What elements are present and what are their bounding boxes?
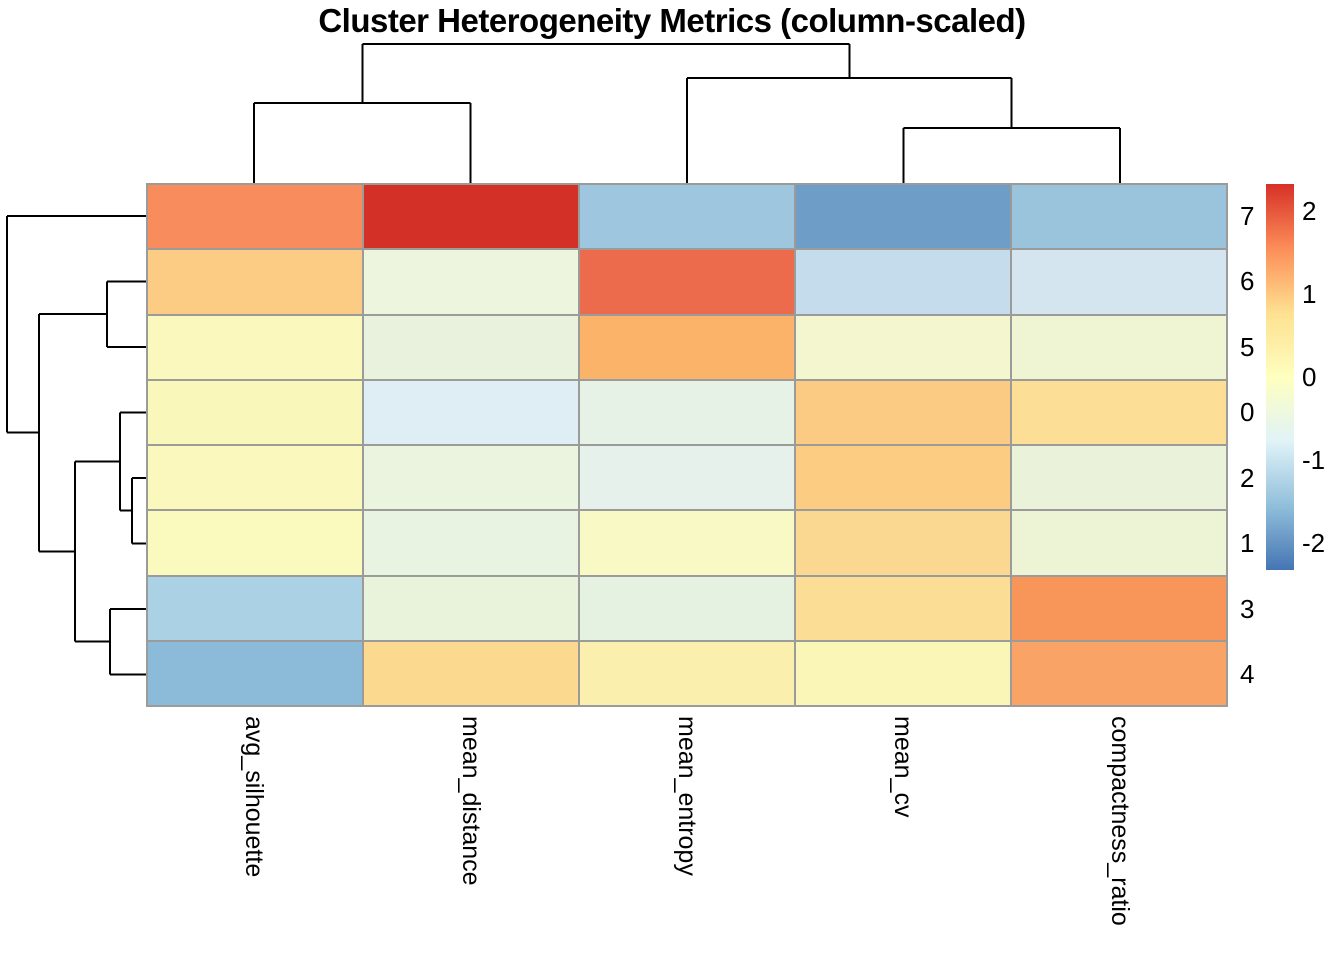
heatmap-cell <box>1012 641 1226 705</box>
heatmap-cell <box>796 185 1010 249</box>
heatmap-cell <box>364 250 578 314</box>
heatmap-cell <box>580 511 794 575</box>
heatmap-cell <box>1012 250 1226 314</box>
heatmap-cell <box>580 576 794 640</box>
colorbar-tick-label: -2 <box>1302 527 1326 558</box>
colorbar-tick-label: 1 <box>1302 279 1317 310</box>
heatmap-cell <box>148 446 362 510</box>
heatmap-cell <box>1012 315 1226 379</box>
row-label: 5 <box>1240 331 1255 362</box>
heatmap-cell <box>1012 446 1226 510</box>
heatmap-cell <box>1012 380 1226 444</box>
heatmap-cell <box>580 380 794 444</box>
heatmap-cell <box>796 315 1010 379</box>
heatmap-cell <box>148 315 362 379</box>
heatmap-cell <box>796 380 1010 444</box>
heatmap-cell <box>364 185 578 249</box>
column-label: mean_entropy <box>673 716 701 876</box>
heatmap-cell <box>580 446 794 510</box>
colorbar-tick-label: 0 <box>1302 362 1317 392</box>
colorbar-tick-label: 2 <box>1302 196 1317 227</box>
heatmap-cell <box>580 185 794 249</box>
heatmap-cell <box>148 641 362 705</box>
row-label: 3 <box>1240 593 1255 624</box>
colorbar-tick-label: -1 <box>1302 444 1326 475</box>
row-label: 4 <box>1240 659 1255 690</box>
heatmap-cell <box>364 380 578 444</box>
heatmap-cell <box>364 446 578 510</box>
heatmap-cell <box>1012 185 1226 249</box>
heatmap-cell <box>148 380 362 444</box>
heatmap-cell <box>796 446 1010 510</box>
heatmap-cell <box>796 576 1010 640</box>
heatmap-cell <box>580 315 794 379</box>
heatmap-cell <box>1012 511 1226 575</box>
heatmap-cell <box>796 250 1010 314</box>
row-label: 2 <box>1240 462 1255 493</box>
heatmap-cell <box>364 641 578 705</box>
column-label: mean_cv <box>889 716 918 818</box>
heatmap-grid <box>146 183 1228 707</box>
colorbar-gradient <box>1266 184 1294 570</box>
row-label: 1 <box>1240 528 1255 559</box>
heatmap-cell <box>580 641 794 705</box>
row-label: 0 <box>1240 397 1255 428</box>
heatmap-cell <box>580 250 794 314</box>
heatmap-cell <box>1012 576 1226 640</box>
row-label: 7 <box>1240 200 1255 231</box>
heatmap-cell <box>796 641 1010 705</box>
column-label: compactness_ratio <box>1105 716 1134 926</box>
page-title: Cluster Heterogeneity Metrics (column-sc… <box>318 2 1026 39</box>
heatmap-cell <box>364 576 578 640</box>
heatmap-cell <box>364 315 578 379</box>
heatmap-cell <box>148 250 362 314</box>
heatmap-cell <box>148 576 362 640</box>
heatmap-cell <box>148 185 362 249</box>
row-label: 6 <box>1240 266 1255 297</box>
heatmap-cell <box>364 511 578 575</box>
heatmap-cell <box>148 511 362 575</box>
column-label: mean_distance <box>456 716 485 886</box>
column-label: avg_silhouette <box>240 716 269 878</box>
heatmap-cell <box>796 511 1010 575</box>
